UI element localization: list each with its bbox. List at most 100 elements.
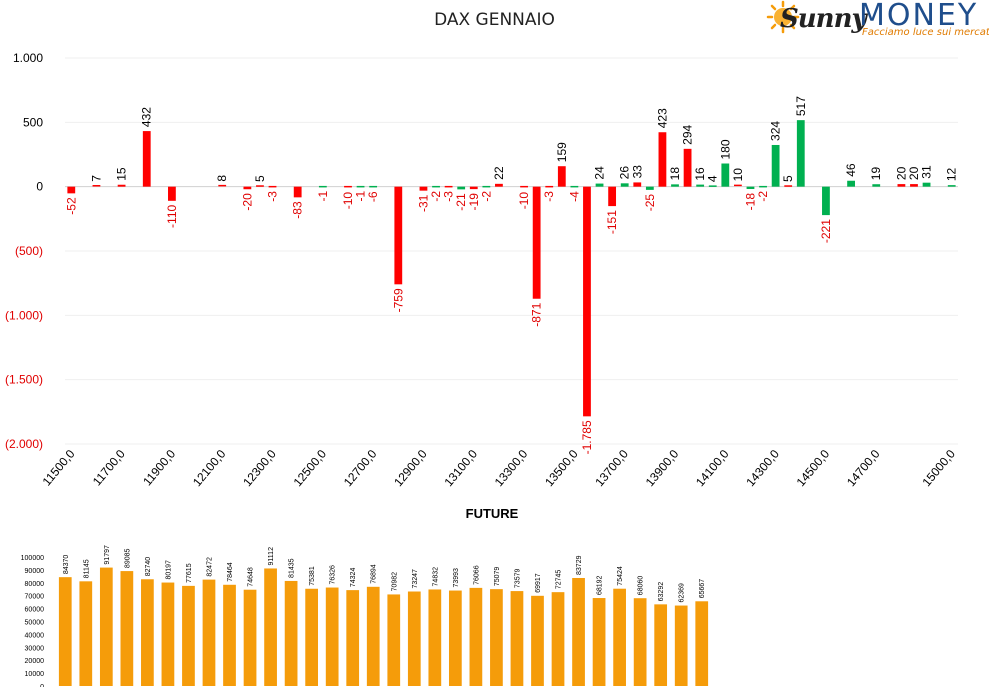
future-data-label: 72745 [556,570,563,590]
future-y-tick-label: 10000 [25,671,45,678]
bar [683,148,692,187]
future-bar [366,586,380,686]
bar [218,184,227,187]
future-y-tick-label: 50000 [25,620,45,627]
future-data-label: 73247 [412,569,419,589]
future-data-label: 75424 [617,566,624,586]
bar [671,184,679,187]
future-y-tick-label: 20000 [25,658,45,665]
bar [344,185,352,188]
future-bar [469,587,483,686]
data-label: -3 [542,191,556,202]
data-label: 22 [492,166,506,180]
future-data-label: 77615 [186,563,193,583]
data-label: -2 [756,191,770,202]
data-label: -759 [391,288,405,312]
data-label: -1 [316,190,330,201]
future-data-label: 78464 [227,562,234,582]
bar [721,163,730,187]
data-label: 7 [89,175,103,182]
future-y-tick-label: 80000 [25,581,45,588]
bar [595,183,604,187]
data-label: -83 [291,201,305,219]
bar [658,132,667,187]
data-label: 20 [907,166,921,180]
future-chart-title: FUTURE [465,506,519,521]
data-label: 423 [655,108,669,128]
bar [168,186,176,201]
bar [620,183,629,187]
future-data-label: 73993 [453,568,460,588]
future-y-tick-label: 90000 [25,568,45,575]
bar [557,166,566,187]
future-data-label: 75381 [309,566,316,586]
bar [444,185,453,188]
bar [872,184,881,187]
chart-title: DAX GENNAIO [434,10,555,30]
future-data-label: 81145 [83,559,90,578]
future-bar [633,598,647,686]
data-label: -10 [517,192,531,210]
future-bar [572,577,585,686]
future-data-label: 74648 [248,567,255,587]
data-label: -4 [567,191,581,202]
data-label: -221 [819,219,833,243]
logo-brand-money: MONEY [859,0,979,33]
bar [733,184,742,187]
data-label: -18 [743,193,757,211]
y-tick-label: (2.000) [5,437,43,451]
data-label: -6 [366,191,380,202]
data-label: 5 [781,175,795,182]
logo: Sunny MONEY Facciamo luce sui mercati [766,0,989,42]
data-label: -110 [165,205,179,228]
future-bar [284,580,298,686]
sun-icon [766,0,800,34]
future-data-label: 76066 [473,565,480,585]
bar [847,180,855,187]
future-data-label: 91797 [104,545,111,565]
bar [532,186,541,299]
future-data-label: 68192 [597,575,604,595]
bar [394,186,403,285]
data-label: 16 [693,167,707,181]
future-y-tick-label: 100000 [21,555,44,562]
y-tick-label: (1.500) [5,373,43,387]
data-label: -21 [454,193,468,211]
data-label: 180 [718,139,732,159]
future-data-label: 83729 [576,555,583,575]
bar [457,186,466,190]
future-bar [448,590,462,686]
data-label: 24 [593,166,607,180]
data-label: 46 [844,163,858,177]
future-bar [428,589,442,686]
bar [495,183,503,187]
bar [947,185,956,187]
future-data-label: 76894 [371,564,378,584]
y-tick-label: 1.000 [13,51,43,65]
bar [759,185,767,188]
logo-tagline: Facciamo luce sui mercati [862,27,989,38]
future-bar [531,595,544,686]
bar [897,184,906,187]
y-tick-label: 0 [36,180,43,194]
future-bar [551,592,565,686]
data-label: -1.785 [580,420,594,454]
future-data-label: 74324 [350,568,357,588]
bar [256,185,264,187]
data-label: 26 [618,166,632,180]
bar [545,185,554,188]
bar [318,185,327,188]
data-label: 5 [253,175,267,182]
future-bar [58,577,72,686]
data-label: 432 [140,107,154,127]
bar [432,185,440,188]
bar [419,186,428,191]
data-label: 4 [706,175,720,182]
future-bar [346,590,360,686]
data-label: -1 [354,190,368,201]
bar [117,184,126,187]
future-data-label: 65667 [699,579,706,599]
future-bar [510,591,524,686]
data-label: -25 [643,194,657,212]
